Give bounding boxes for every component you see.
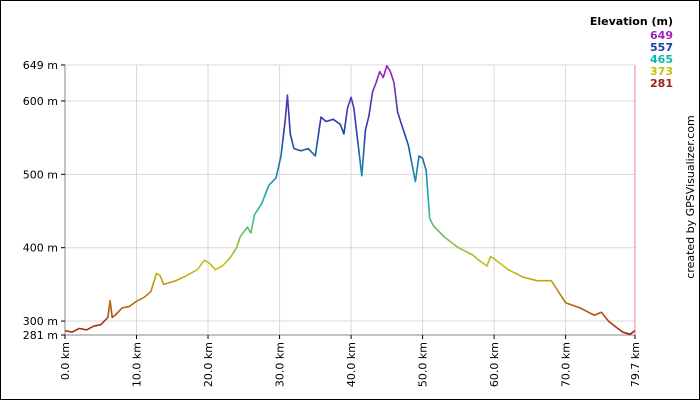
series-layer — [64, 64, 636, 336]
elevation-line — [64, 64, 636, 336]
x-tick-label: 30.0 km — [274, 342, 287, 387]
y-tick-label: 300 m — [23, 315, 58, 328]
legend-entry: 649 — [650, 29, 673, 42]
x-tick-label: 0.0 km — [59, 342, 72, 380]
y-tick-label: 649 m — [23, 59, 58, 72]
axes — [64, 65, 636, 336]
x-tick-label: 10.0 km — [131, 342, 144, 387]
credit-text: created by GPSVisualizer.com — [684, 115, 697, 278]
y-tick-label: 281 m — [23, 329, 58, 342]
legend-entry: 557 — [650, 41, 673, 54]
legend-title: Elevation (m) — [590, 15, 673, 28]
x-tick-label: 40.0 km — [345, 342, 358, 387]
legend-entry: 281 — [650, 77, 673, 90]
y-tick-label: 600 m — [23, 95, 58, 108]
x-tick-label: 60.0 km — [488, 342, 501, 387]
x-tick-label: 70.0 km — [560, 342, 573, 387]
y-tick-label: 500 m — [23, 168, 58, 181]
x-tick-label: 50.0 km — [417, 342, 430, 387]
legend-entry: 373 — [650, 65, 673, 78]
x-tick-label: 20.0 km — [202, 342, 215, 387]
legend-entry: 465 — [650, 53, 673, 66]
grid-lines — [64, 64, 636, 336]
y-tick-label: 400 m — [23, 242, 58, 255]
x-tick-labels: 0.0 km 10.0 km 20.0 km 30.0 km 40.0 km 50.0 k… — [59, 335, 642, 387]
x-tick-label: 79.7 km — [629, 342, 642, 387]
